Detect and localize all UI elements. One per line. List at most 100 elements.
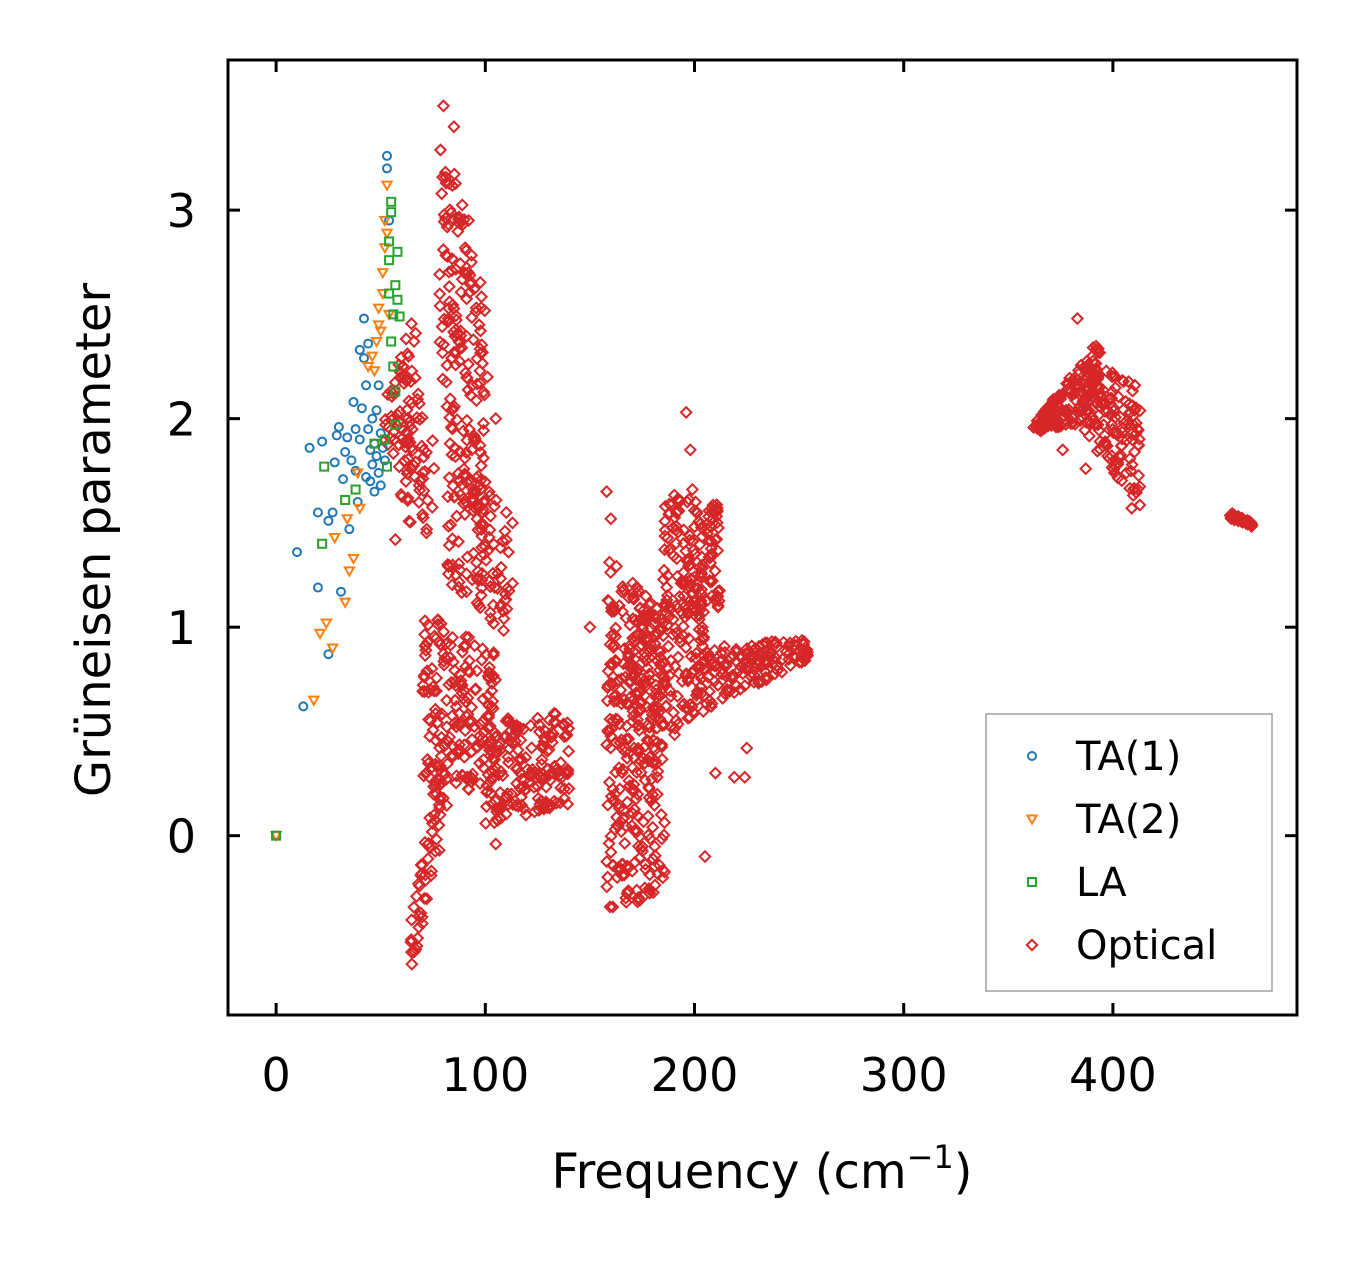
point-optical bbox=[626, 704, 640, 718]
point-optical bbox=[473, 376, 487, 390]
point-optical bbox=[729, 642, 743, 656]
point-optical bbox=[679, 405, 693, 420]
point-optical bbox=[484, 786, 498, 800]
point-optical bbox=[443, 392, 457, 406]
point-optical bbox=[747, 668, 761, 682]
point-optical bbox=[439, 772, 453, 786]
point-optical bbox=[1085, 383, 1100, 397]
point-optical bbox=[659, 699, 673, 713]
point-optical bbox=[429, 707, 443, 721]
x-axis-label-close: ) bbox=[954, 1144, 973, 1200]
point-optical bbox=[466, 546, 481, 560]
point-optical bbox=[617, 692, 632, 707]
point-optical bbox=[643, 868, 657, 882]
point-optical bbox=[442, 471, 456, 485]
legend-marker-optical bbox=[1025, 938, 1039, 952]
point-optical bbox=[557, 791, 571, 806]
point-optical bbox=[451, 224, 465, 239]
point-optical bbox=[661, 639, 675, 653]
point-optical bbox=[472, 318, 486, 332]
point-optical bbox=[413, 483, 427, 497]
point-optical bbox=[471, 740, 485, 754]
point-optical bbox=[554, 781, 568, 795]
point-optical bbox=[447, 120, 461, 134]
point-optical bbox=[449, 776, 463, 790]
y-tick-label: 1 bbox=[167, 601, 196, 655]
point-optical bbox=[437, 208, 451, 222]
point-optical bbox=[710, 515, 724, 530]
point-ta1 bbox=[373, 380, 384, 391]
point-optical bbox=[610, 870, 624, 885]
point-ta2 bbox=[343, 566, 356, 578]
point-ta1 bbox=[371, 451, 382, 462]
point-optical bbox=[418, 648, 432, 663]
point-optical bbox=[640, 630, 655, 644]
point-optical bbox=[425, 825, 439, 839]
point-optical bbox=[650, 654, 665, 668]
point-optical bbox=[641, 734, 656, 748]
point-optical bbox=[1027, 420, 1041, 435]
point-optical bbox=[486, 670, 500, 684]
point-optical bbox=[547, 706, 561, 721]
point-optical bbox=[425, 500, 439, 514]
point-optical bbox=[600, 738, 614, 752]
point-ta1 bbox=[367, 413, 378, 424]
point-optical bbox=[723, 684, 737, 699]
point-optical bbox=[1065, 416, 1080, 431]
point-ta1 bbox=[298, 701, 309, 712]
point-optical bbox=[604, 789, 619, 803]
point-optical bbox=[1116, 374, 1131, 389]
point-optical bbox=[428, 813, 442, 827]
point-optical bbox=[630, 615, 644, 630]
point-optical bbox=[445, 748, 459, 762]
point-optical bbox=[531, 711, 545, 725]
point-optical bbox=[669, 523, 683, 537]
point-optical bbox=[643, 832, 657, 846]
point-optical bbox=[686, 705, 700, 719]
point-optical bbox=[458, 507, 472, 521]
point-optical bbox=[442, 265, 456, 279]
point-ta1 bbox=[354, 434, 365, 445]
point-optical bbox=[421, 618, 435, 632]
point-optical bbox=[437, 658, 451, 672]
point-optical bbox=[402, 394, 416, 408]
point-la bbox=[340, 494, 351, 505]
point-optical bbox=[1079, 404, 1093, 418]
point-optical bbox=[1063, 371, 1077, 385]
point-la bbox=[350, 484, 361, 495]
point-optical bbox=[493, 541, 508, 555]
point-optical bbox=[660, 593, 674, 607]
point-ta1 bbox=[356, 403, 367, 414]
point-optical bbox=[629, 685, 643, 700]
point-optical bbox=[601, 798, 615, 812]
point-optical bbox=[433, 637, 447, 652]
point-optical bbox=[476, 423, 491, 438]
point-optical bbox=[704, 520, 718, 534]
point-optical bbox=[657, 542, 672, 557]
point-optical bbox=[433, 299, 447, 313]
point-optical bbox=[645, 772, 659, 786]
point-optical bbox=[707, 643, 722, 658]
point-optical bbox=[386, 446, 400, 461]
point-optical bbox=[625, 662, 639, 676]
point-optical bbox=[449, 568, 463, 582]
point-optical bbox=[670, 551, 684, 566]
point-optical bbox=[686, 586, 700, 600]
point-optical bbox=[698, 849, 712, 864]
point-ta2 bbox=[320, 618, 333, 630]
point-optical bbox=[782, 646, 797, 660]
point-optical bbox=[1132, 432, 1146, 446]
plot-frame bbox=[226, 58, 1299, 1017]
point-optical bbox=[420, 664, 434, 678]
point-optical bbox=[440, 757, 455, 771]
point-optical bbox=[681, 671, 695, 686]
point-optical bbox=[655, 832, 669, 846]
point-optical bbox=[484, 699, 499, 714]
point-optical bbox=[516, 722, 531, 736]
point-optical bbox=[614, 697, 629, 711]
point-optical bbox=[600, 854, 614, 869]
point-optical bbox=[702, 550, 716, 564]
point-optical bbox=[436, 243, 450, 257]
point-optical bbox=[470, 596, 484, 610]
legend-label-la: LA bbox=[1076, 860, 1127, 906]
